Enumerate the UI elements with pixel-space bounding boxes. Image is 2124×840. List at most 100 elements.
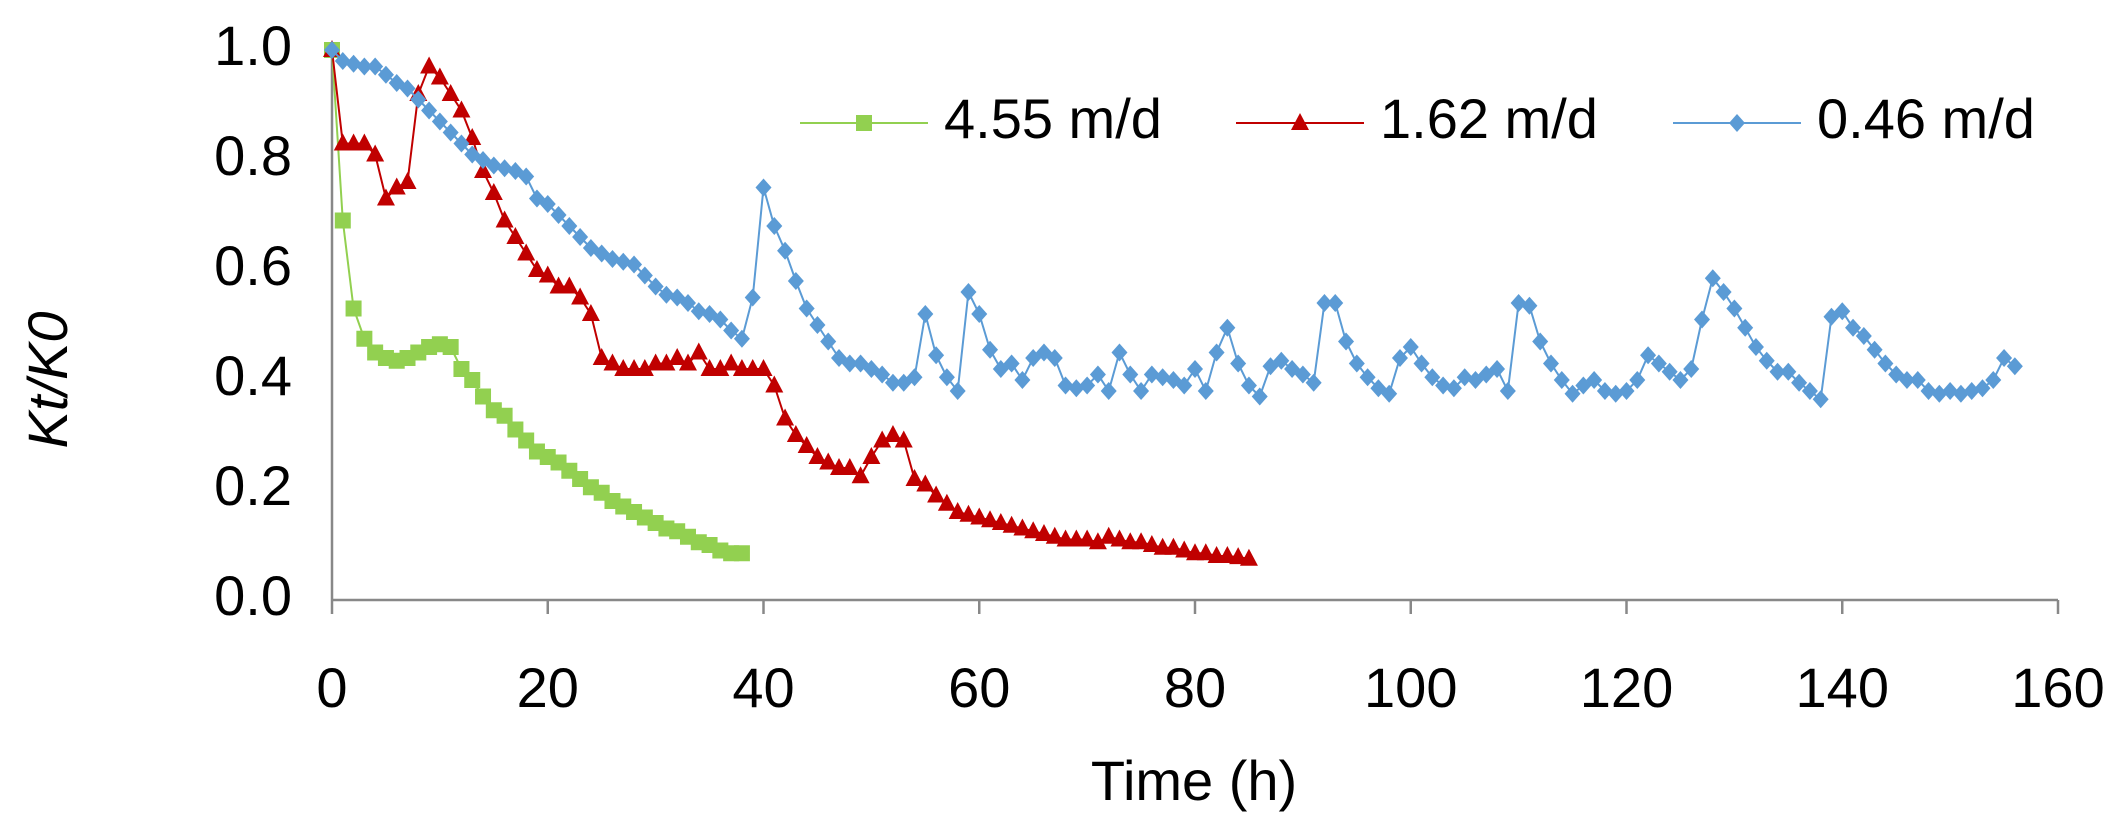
data-point [571, 287, 590, 305]
data-point [1316, 294, 1333, 312]
data-point [883, 425, 902, 442]
data-point [1088, 532, 1107, 550]
data-point [1974, 379, 1991, 398]
data-point [1391, 349, 1408, 367]
data-point [1099, 526, 1118, 544]
legend-marker [856, 115, 872, 131]
data-point [1110, 529, 1129, 547]
data-point [959, 504, 978, 522]
data-point [971, 305, 988, 323]
data-point [1898, 371, 1915, 389]
data-point [1034, 524, 1053, 541]
legend-marker [1291, 113, 1309, 130]
data-point [1694, 310, 1711, 329]
data-point [1650, 354, 1667, 373]
data-point [1046, 349, 1063, 367]
data-point [981, 510, 1000, 528]
data-point [496, 159, 513, 178]
data-point [1715, 283, 1732, 301]
data-point [1521, 296, 1538, 315]
data-point [366, 144, 385, 162]
data-point [1424, 368, 1441, 387]
data-point [722, 353, 741, 371]
data-point [1855, 327, 1872, 345]
data-point [475, 388, 492, 405]
data-point [1327, 294, 1344, 312]
data-point [1726, 299, 1743, 318]
data-point [755, 178, 772, 197]
data-point [441, 84, 460, 101]
data-point [765, 375, 784, 393]
data-point [874, 365, 891, 384]
data-point [1122, 365, 1139, 384]
x-tick-label: 100 [1364, 656, 1457, 719]
data-point [884, 373, 901, 392]
x-axis-label: Time (h) [1091, 749, 1297, 812]
data-point [538, 265, 557, 283]
data-point [1196, 543, 1215, 561]
data-point [474, 161, 493, 178]
x-tick-label: 160 [2011, 656, 2104, 719]
x-tick-label: 20 [517, 656, 579, 719]
data-point [1661, 362, 1678, 381]
data-point [1229, 547, 1248, 565]
data-point [324, 41, 340, 59]
data-point [1532, 332, 1549, 351]
data-point [960, 283, 977, 301]
data-point [1175, 540, 1194, 558]
data-point [431, 112, 448, 131]
data-point [635, 359, 654, 376]
y-tick-label: 0.4 [214, 344, 292, 407]
data-point [873, 430, 892, 448]
data-point [1013, 518, 1032, 536]
data-point [1024, 521, 1043, 539]
data-point [1499, 382, 1516, 400]
data-point [679, 294, 696, 312]
data-point [1089, 365, 1106, 384]
data-point [754, 359, 773, 376]
data-point [442, 123, 459, 142]
data-point [1381, 384, 1398, 403]
data-point [991, 513, 1010, 530]
data-point [1952, 384, 1969, 403]
data-point [819, 452, 838, 470]
x-tick-label: 40 [732, 656, 794, 719]
data-point [1413, 354, 1430, 373]
data-point [1618, 382, 1635, 400]
data-point [603, 353, 622, 371]
x-tick-label: 120 [1580, 656, 1673, 719]
data-point [1586, 371, 1603, 389]
data-point [1996, 349, 2013, 367]
data-point [1251, 387, 1268, 406]
x-tick-label: 140 [1796, 656, 1889, 719]
data-point [1942, 382, 1959, 400]
data-point [905, 469, 924, 486]
data-point [1834, 302, 1851, 321]
data-point [917, 305, 934, 323]
data-point [937, 493, 956, 511]
data-point [820, 332, 837, 351]
data-point [1100, 382, 1117, 400]
data-point [485, 156, 502, 175]
x-tick-label: 60 [948, 656, 1010, 719]
data-point [1164, 537, 1183, 555]
data-point [1079, 376, 1096, 395]
y-tick-label: 1.0 [214, 14, 292, 77]
data-point [1758, 351, 1775, 370]
data-point [1596, 382, 1613, 400]
data-point [356, 57, 373, 76]
data-point [517, 243, 536, 261]
data-point [906, 368, 923, 387]
data-point [560, 276, 579, 294]
data-point [1845, 318, 1862, 337]
data-point [1014, 371, 1031, 389]
data-point [798, 299, 815, 318]
data-point [345, 300, 362, 317]
data-point [948, 502, 967, 519]
data-point [797, 436, 816, 453]
data-point [733, 545, 750, 562]
data-point [356, 330, 373, 347]
data-point [1435, 376, 1452, 395]
data-point [1931, 384, 1948, 403]
